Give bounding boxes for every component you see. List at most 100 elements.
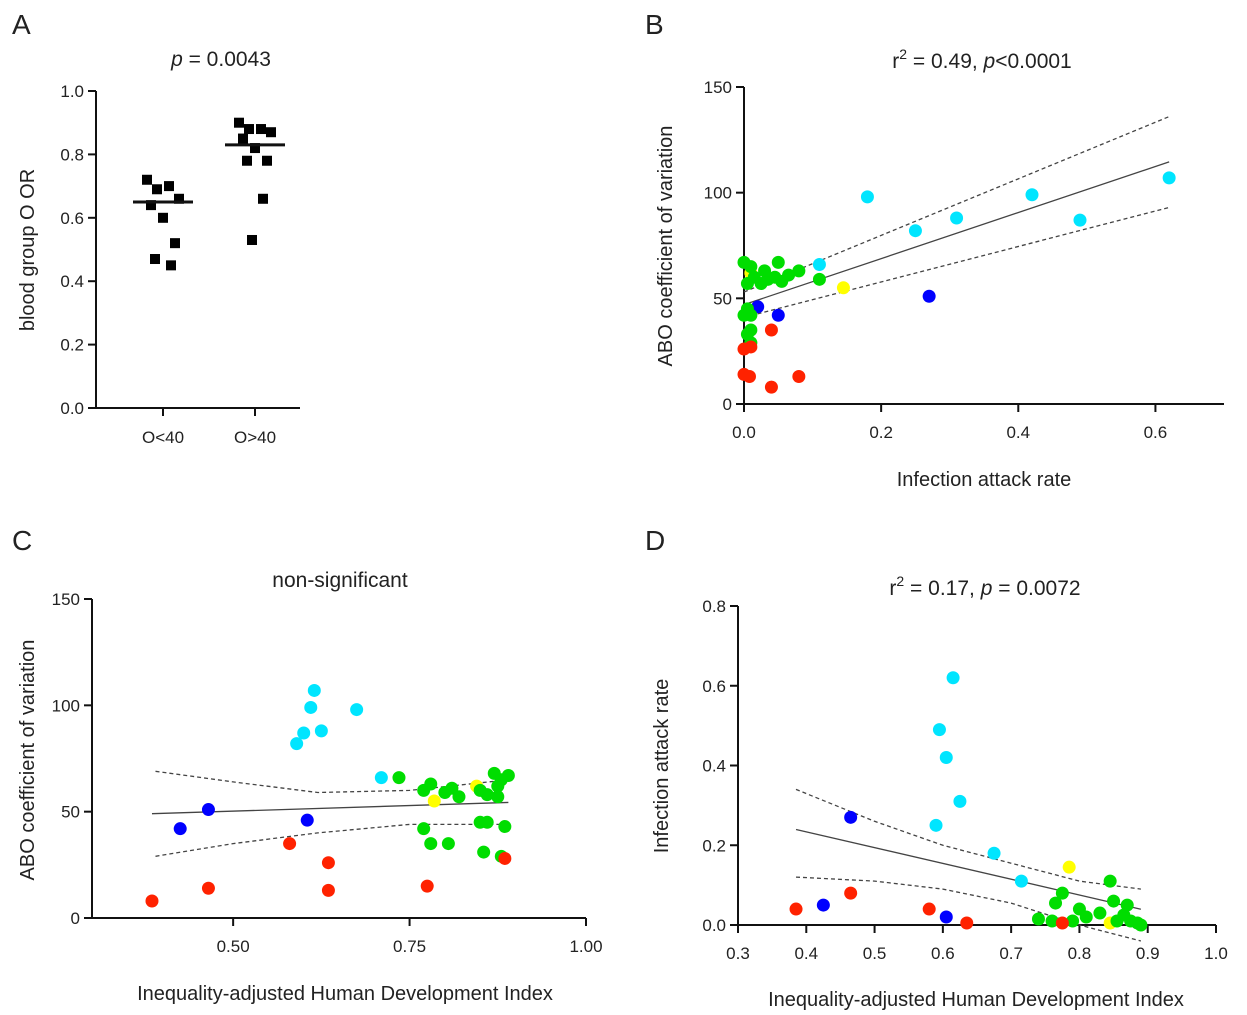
panel-a-data-point bbox=[266, 127, 276, 138]
panel-c-data-point bbox=[297, 726, 311, 740]
panel-d-data-point bbox=[1031, 912, 1045, 926]
panel-b-data-point bbox=[836, 281, 850, 295]
panel-a-y-axis-label: blood group O OR bbox=[17, 169, 39, 331]
panel-c-x-tick-label: 0.50 bbox=[217, 937, 250, 956]
panel-d-x-tick-label: 0.3 bbox=[726, 944, 750, 963]
panel-c-data-point bbox=[420, 879, 434, 893]
panel-d-y-tick-label: 0.4 bbox=[702, 757, 726, 776]
panel-c-data-point bbox=[374, 771, 388, 785]
panel-a-data-point bbox=[142, 174, 152, 185]
panel-d-x-tick-label: 0.8 bbox=[1068, 944, 1092, 963]
panel-d-x-axis-label: Inequality-adjusted Human Development In… bbox=[768, 989, 1184, 1011]
panel-a-title: p = 0.0043 bbox=[170, 48, 271, 71]
panel-d-x-tick-label: 1.0 bbox=[1204, 944, 1228, 963]
panel-c-data-point bbox=[477, 845, 491, 859]
panel-b-title: r2 = 0.49, p<0.0001 bbox=[892, 46, 1071, 73]
panel-d-axes: 0.0 0.2 0.4 0.6 0.8 0.3 0.4 0.5 0.6 0.7 0.8 0.9 1.0 bbox=[702, 597, 1227, 963]
panel-b-title-sup: 2 bbox=[899, 46, 907, 62]
panel-c-data-point bbox=[201, 803, 215, 817]
panel-a-data-point bbox=[247, 234, 257, 245]
panel-b-data-point bbox=[792, 370, 806, 384]
panel-d-y-tick-label: 0.6 bbox=[702, 677, 726, 696]
panel-a-title-p: p bbox=[170, 48, 183, 71]
panel-a-data-point bbox=[170, 238, 180, 249]
panel-c-data-point bbox=[417, 822, 431, 836]
panel-d-data-point bbox=[1045, 914, 1059, 928]
panel-c-axes: 0 50 100 150 0.50 0.75 1.00 bbox=[52, 590, 603, 956]
panel-b-x-tick-label: 0.6 bbox=[1144, 423, 1168, 442]
panel-c-data-point bbox=[498, 820, 512, 834]
panel-b-y-tick-label: 50 bbox=[713, 289, 732, 308]
panel-d-data-point bbox=[1049, 896, 1063, 910]
panel-a-data-point bbox=[258, 193, 268, 204]
panel-b: r2 = 0.49, p<0.0001 Infection attack rat… bbox=[655, 46, 1224, 491]
panel-d-data-point bbox=[953, 794, 967, 808]
panel-d-data-point bbox=[929, 818, 943, 832]
panel-b-data-point bbox=[1025, 188, 1039, 202]
panel-b-title-rest: <0.0001 bbox=[995, 50, 1072, 73]
panel-c-x-axis-label: Inequality-adjusted Human Development In… bbox=[137, 983, 553, 1005]
panel-d-title-r: r bbox=[889, 577, 896, 600]
panel-a-y-tick-label: 0.6 bbox=[60, 209, 84, 228]
panel-b-data-point bbox=[744, 340, 758, 354]
panel-d-title: r2 = 0.17, p = 0.0072 bbox=[889, 573, 1080, 600]
panel-d-data-point bbox=[922, 902, 936, 916]
panel-a-data-point bbox=[150, 254, 160, 265]
panel-b-marks bbox=[737, 115, 1176, 394]
panel-a-y-tick-label: 0.0 bbox=[60, 399, 84, 418]
panel-letter-b: B bbox=[645, 9, 664, 40]
panel-c-data-point bbox=[424, 777, 438, 791]
panel-c-data-point bbox=[392, 771, 406, 785]
panel-a-data-point bbox=[244, 124, 254, 135]
panel-b-data-point bbox=[1162, 171, 1176, 185]
panel-c-data-point bbox=[427, 794, 441, 808]
panel-a-y-tick-label: 1.0 bbox=[60, 82, 84, 101]
panel-c-data-point bbox=[300, 813, 314, 827]
panel-b-y-axis-label: ABO coefficient of variation bbox=[655, 126, 677, 367]
panel-b-data-point bbox=[771, 308, 785, 322]
panel-a-x-tick-label: O>40 bbox=[234, 428, 276, 447]
panel-b-data-point bbox=[1073, 213, 1087, 227]
panel-a-data-point bbox=[158, 212, 168, 223]
panel-d-data-point bbox=[1079, 910, 1093, 924]
panel-d-title-mid: = 0.17, bbox=[904, 577, 980, 600]
panel-b-x-axis-label: Infection attack rate bbox=[897, 469, 1072, 491]
panel-b-ci-lower-line bbox=[743, 206, 1170, 319]
panel-c-y-tick-label: 50 bbox=[61, 803, 80, 822]
panel-b-data-point bbox=[922, 289, 936, 303]
panel-d-data-point bbox=[789, 902, 803, 916]
panel-c-data-point bbox=[441, 837, 455, 851]
panel-d-data-point bbox=[939, 910, 953, 924]
panel-letter-c: C bbox=[12, 525, 32, 556]
panel-a-title-rest: = 0.0043 bbox=[183, 48, 271, 71]
panel-d-title-sup: 2 bbox=[896, 573, 904, 589]
panel-b-data-point bbox=[742, 370, 756, 384]
panel-d-y-axis-label: Infection attack rate bbox=[651, 679, 673, 854]
panel-c-title: non-significant bbox=[272, 569, 408, 592]
panel-b-data-point bbox=[812, 258, 826, 272]
panel-b-title-p: p bbox=[983, 50, 996, 73]
panel-c-x-tick-label: 0.75 bbox=[393, 937, 426, 956]
panel-b-data-point bbox=[764, 323, 778, 337]
panel-a-y-tick-label: 0.8 bbox=[60, 145, 84, 164]
panel-c-data-point bbox=[304, 700, 318, 714]
panel-d-regression-line bbox=[795, 828, 1142, 910]
panel-a-data-point bbox=[146, 200, 156, 211]
panel-letter-a: A bbox=[12, 9, 31, 40]
panel-d-title-p: p bbox=[980, 577, 993, 600]
panel-c-y-tick-label: 100 bbox=[52, 696, 80, 715]
panel-d-x-tick-label: 0.7 bbox=[999, 944, 1023, 963]
panel-c-data-point bbox=[424, 837, 438, 851]
panel-a-data-point bbox=[238, 133, 248, 144]
panel-a-data-point bbox=[174, 193, 184, 204]
panel-c-data-point bbox=[314, 724, 328, 738]
panel-c: non-significant Inequality-adjusted Huma… bbox=[17, 569, 603, 1005]
panel-c-marks bbox=[145, 683, 515, 908]
panel-d-data-point bbox=[844, 886, 858, 900]
panel-d-data-point bbox=[1093, 906, 1107, 920]
panel-b-title-r: r bbox=[892, 50, 899, 73]
panel-a-data-point bbox=[262, 155, 272, 166]
panel-c-data-point bbox=[145, 894, 159, 908]
panel-d-data-point bbox=[932, 723, 946, 737]
